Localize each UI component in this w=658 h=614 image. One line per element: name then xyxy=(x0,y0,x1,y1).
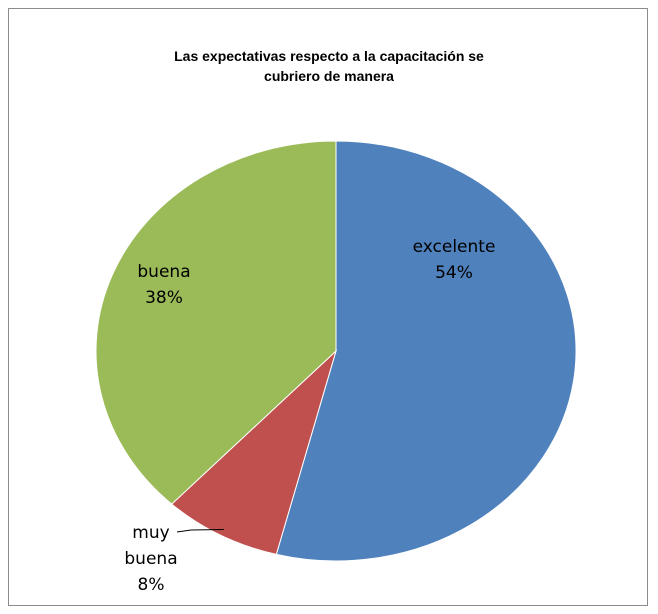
slice-label-buena: buena 38% xyxy=(137,262,190,308)
pie-slices xyxy=(95,140,577,562)
pie-chart: Las expectativas respecto a la capacitac… xyxy=(95,48,577,595)
slice-label-excelente: excelente 54% xyxy=(413,237,496,283)
pie-labels: excelente 54% muy buena 8% buena 38% xyxy=(124,237,495,595)
slice-label-muy-buena: muy buena 8% xyxy=(124,523,177,595)
chart-title-line-2: cubriero de manera xyxy=(264,68,394,84)
pie-slice-muy-buena xyxy=(170,349,337,555)
chart-title-line-1: Las expectativas respecto a la capacitac… xyxy=(174,48,484,64)
chart-frame: Las expectativas respecto a la capacitac… xyxy=(8,8,648,606)
pie-slice-excelente xyxy=(275,140,577,562)
pie-slice-buena xyxy=(95,140,337,505)
leader-line-muy-buena xyxy=(176,529,224,533)
